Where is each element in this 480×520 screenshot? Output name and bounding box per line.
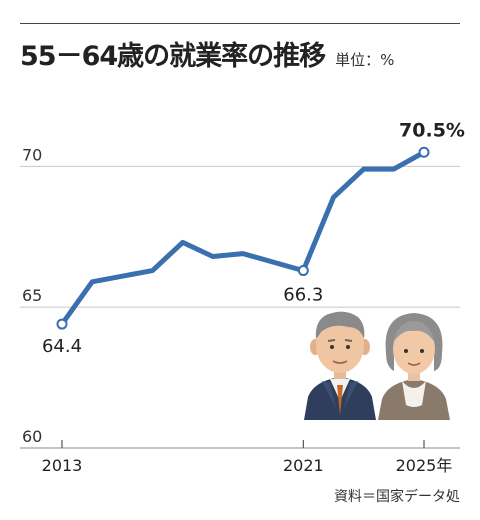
- data-point: [297, 265, 309, 277]
- chart-title: 55－64歳の就業率の推移: [20, 41, 326, 72]
- series-layer: [56, 146, 430, 330]
- data-label: 70.5%: [399, 119, 465, 141]
- y-tick-label: 70: [22, 145, 42, 164]
- x-axis: 2013 2021 2025年: [42, 440, 453, 475]
- y-tick-label: 60: [22, 427, 42, 446]
- data-labels: 64.4 66.3 70.5%: [42, 119, 465, 357]
- x-tick-label: 2021: [283, 456, 324, 475]
- series-line: [59, 149, 427, 327]
- data-label: 64.4: [42, 336, 82, 357]
- data-label: 66.3: [283, 285, 323, 306]
- elderly-couple-illustration: [304, 311, 450, 420]
- woman-figure: [378, 313, 450, 420]
- top-rule: [20, 23, 460, 24]
- y-tick-label: 65: [22, 286, 42, 305]
- data-point: [56, 318, 68, 330]
- source-note: 資料＝国家データ処: [334, 489, 460, 505]
- x-tick-label: 2013: [42, 456, 83, 475]
- y-tick-labels: 60 65 70: [22, 145, 42, 446]
- man-figure: [304, 311, 376, 420]
- unit-label: 単位：%: [335, 51, 395, 69]
- title-row: 55－64歳の就業率の推移 単位：%: [20, 34, 394, 73]
- grid-lines: [20, 165, 460, 449]
- x-tick-label: 2025年: [396, 456, 453, 475]
- data-point: [418, 146, 430, 158]
